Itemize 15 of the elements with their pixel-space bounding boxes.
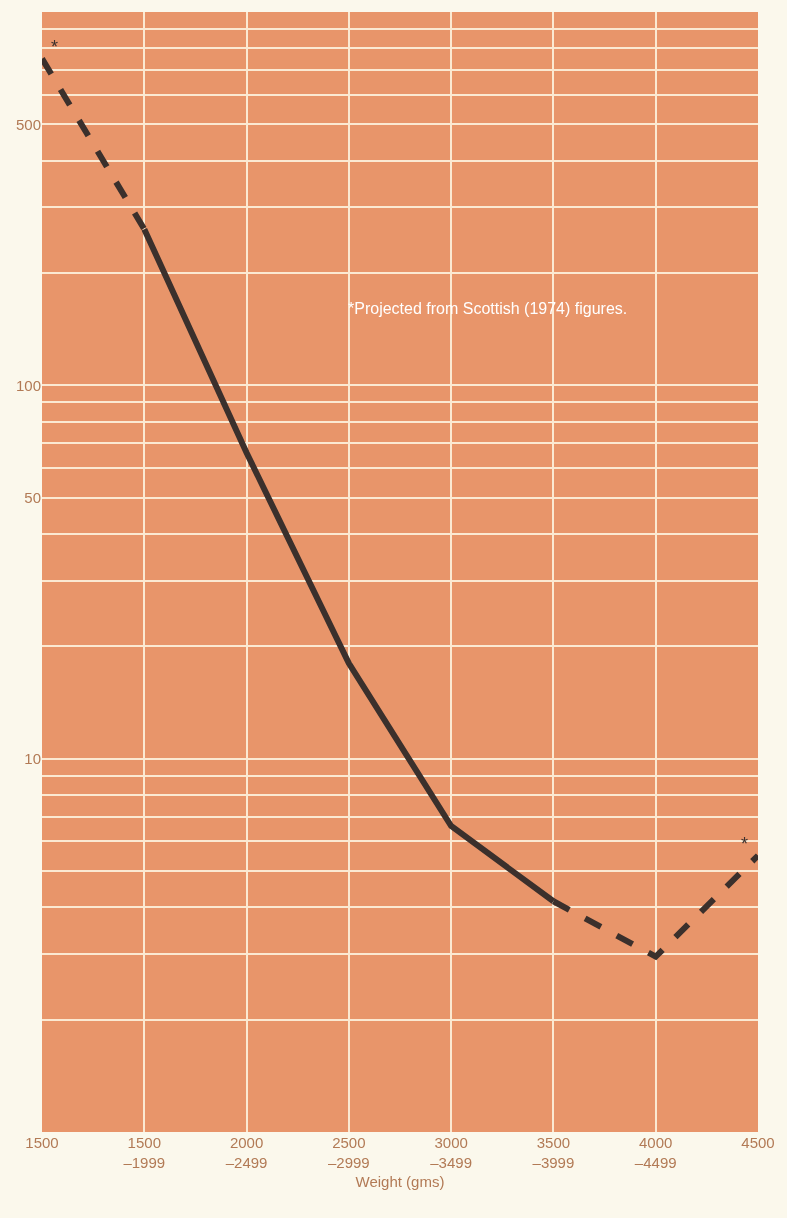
x-tick-label: 4500	[741, 1134, 775, 1151]
y-tick-label: 10	[24, 749, 41, 767]
y-tick-label: 100	[15, 376, 41, 394]
x-tick-label: 3500 –3999	[532, 1134, 575, 1171]
y-tick-label: 50	[24, 488, 41, 506]
x-tick-label: 2500 –2999	[328, 1134, 370, 1171]
annotation: *	[51, 37, 59, 57]
x-tick-label: 1500 –1999	[123, 1134, 166, 1171]
x-tick-label: 2000 –2499	[225, 1134, 268, 1171]
x-axis-title: Weight (gms)	[355, 1172, 445, 1190]
annotation: *	[741, 834, 749, 854]
x-tick-label: 1500	[25, 1134, 59, 1151]
x-tick-label: 4000 –4499	[634, 1134, 677, 1171]
y-tick-label: 500	[15, 115, 41, 133]
x-tick-label: 3000 –3499	[430, 1134, 472, 1171]
